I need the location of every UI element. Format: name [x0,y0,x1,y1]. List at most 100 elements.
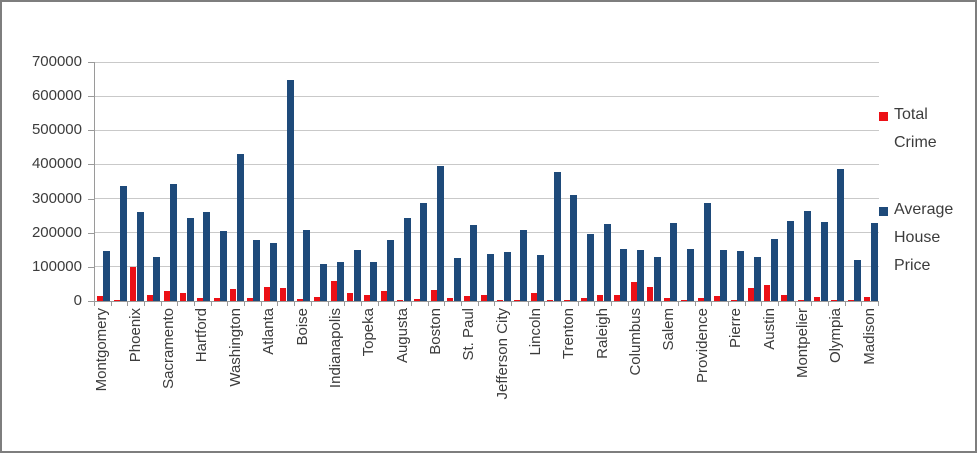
bar-average-house-price[interactable] [270,243,278,301]
bar-total-crime[interactable] [547,300,554,301]
bar-average-house-price[interactable] [720,250,728,301]
bar-average-house-price[interactable] [220,231,228,301]
bar-average-house-price[interactable] [637,250,645,301]
bar-total-crime[interactable] [697,298,704,301]
bar-total-crime[interactable] [213,298,220,301]
bar-average-house-price[interactable] [103,251,111,301]
bar-average-house-price[interactable] [186,218,194,301]
bar-average-house-price[interactable] [787,221,795,301]
bar-total-crime[interactable] [397,300,404,301]
bar-average-house-price[interactable] [870,223,878,301]
bar-average-house-price[interactable] [170,184,178,301]
bar-average-house-price[interactable] [453,258,461,301]
bar-total-crime[interactable] [163,291,170,301]
bar-total-crime[interactable] [313,297,320,301]
bar-total-crime[interactable] [197,298,204,301]
bar-total-crime[interactable] [797,300,804,301]
bar-average-house-price[interactable] [770,239,778,301]
bar-average-house-price[interactable] [436,166,444,301]
bar-average-house-price[interactable] [203,212,211,301]
bar-average-house-price[interactable] [820,222,828,301]
bar-total-crime[interactable] [714,296,721,301]
bar-average-house-price[interactable] [737,251,745,301]
bar-average-house-price[interactable] [570,195,578,301]
bar-total-crime[interactable] [530,293,537,301]
bar-average-house-price[interactable] [687,249,695,301]
bar-total-crime[interactable] [297,299,304,301]
legend-item-label[interactable]: Total Crime [894,106,937,151]
bar-total-crime[interactable] [247,298,254,301]
bar-total-crime[interactable] [413,299,420,301]
bar-total-crime[interactable] [764,285,771,301]
bar-total-crime[interactable] [864,297,871,301]
bar-average-house-price[interactable] [603,224,611,301]
bar-total-crime[interactable] [680,300,687,301]
bar-total-crime[interactable] [480,295,487,301]
bar-average-house-price[interactable] [353,250,361,301]
bar-average-house-price[interactable] [653,257,661,301]
bar-total-crime[interactable] [580,298,587,301]
bar-total-crime[interactable] [130,267,137,301]
bar-total-crime[interactable] [230,289,237,301]
bar-total-crime[interactable] [514,300,521,301]
bar-total-crime[interactable] [814,297,821,301]
bar-total-crime[interactable] [430,290,437,301]
x-axis-tick [627,302,629,306]
bar-total-crime[interactable] [263,287,270,301]
bar-average-house-price[interactable] [503,252,511,301]
bar-total-crime[interactable] [614,295,621,301]
bar-average-house-price[interactable] [537,255,544,301]
bar-average-house-price[interactable] [837,169,845,301]
bar-average-house-price[interactable] [336,262,344,301]
bar-average-house-price[interactable] [486,254,494,301]
bar-average-house-price[interactable] [370,262,378,301]
bar-total-crime[interactable] [97,296,103,301]
bar-average-house-price[interactable] [753,257,761,301]
bar-average-house-price[interactable] [803,211,811,301]
bar-total-crime[interactable] [280,288,287,301]
bar-average-house-price[interactable] [236,154,244,301]
bar-total-crime[interactable] [647,287,654,301]
bar-total-crime[interactable] [347,293,354,301]
bar-total-crime[interactable] [564,300,571,301]
bar-total-crime[interactable] [664,298,671,301]
bar-total-crime[interactable] [463,296,470,301]
bar-total-crime[interactable] [847,300,854,301]
bar-average-house-price[interactable] [403,218,411,301]
bar-total-crime[interactable] [113,300,120,301]
bar-average-house-price[interactable] [420,203,428,301]
legend-item-label[interactable]: Average House Price [894,201,954,274]
bar-total-crime[interactable] [330,281,337,301]
bar-average-house-price[interactable] [286,80,294,301]
bar-average-house-price[interactable] [670,223,678,301]
bar-average-house-price[interactable] [386,240,394,301]
bar-average-house-price[interactable] [253,240,261,301]
bar-total-crime[interactable] [730,300,737,301]
bar-average-house-price[interactable] [119,186,127,301]
legend-swatch[interactable] [879,207,888,216]
bar-average-house-price[interactable] [136,212,144,301]
bar-average-house-price[interactable] [853,260,861,301]
legend-swatch[interactable] [879,112,888,121]
bar-total-crime[interactable] [597,295,604,301]
bar-total-crime[interactable] [447,298,454,301]
bar-total-crime[interactable] [363,295,370,301]
bar-average-house-price[interactable] [620,249,628,301]
plot-area[interactable] [94,61,879,302]
bar-total-crime[interactable] [180,293,187,301]
bar-average-house-price[interactable] [470,225,478,301]
bar-average-house-price[interactable] [303,230,311,301]
bar-average-house-price[interactable] [703,203,711,301]
bar-average-house-price[interactable] [320,264,328,301]
bar-total-crime[interactable] [497,300,504,301]
bar-average-house-price[interactable] [153,257,161,301]
bar-total-crime[interactable] [830,300,837,301]
bar-total-crime[interactable] [780,295,787,301]
bar-average-house-price[interactable] [587,234,595,301]
bar-total-crime[interactable] [147,295,154,301]
bar-average-house-price[interactable] [553,172,561,301]
bar-average-house-price[interactable] [520,230,528,301]
bar-total-crime[interactable] [380,291,387,301]
bar-total-crime[interactable] [630,282,637,301]
bar-total-crime[interactable] [747,288,754,301]
